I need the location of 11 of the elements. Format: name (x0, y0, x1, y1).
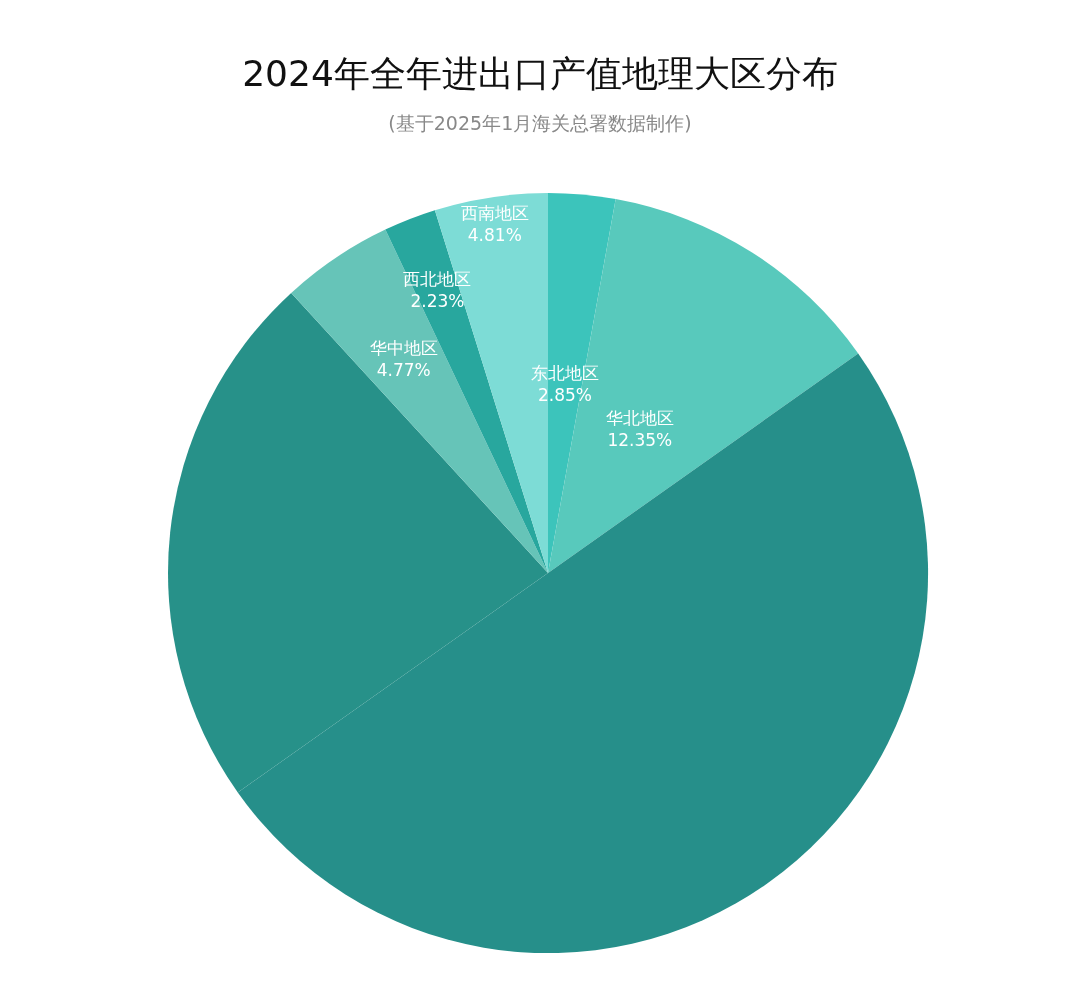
slice-label: 东北地区 (530, 362, 599, 383)
slice-label: 西南地区 (460, 202, 529, 223)
slice-label: 华中地区 (369, 337, 438, 358)
chart-subtitle: (基于2025年1月海关总署数据制作) (388, 111, 692, 134)
data-label: 4.81% (467, 224, 522, 245)
data-label: 12.35% (607, 429, 673, 450)
data-label: 2.85% (537, 384, 592, 405)
data-label: 2.23% (410, 290, 465, 311)
data-label: 4.77% (376, 359, 431, 380)
slice-label: 华北地区 (605, 407, 674, 428)
chart-title: 2024年全年进出口产值地理大区分布 (242, 52, 838, 94)
